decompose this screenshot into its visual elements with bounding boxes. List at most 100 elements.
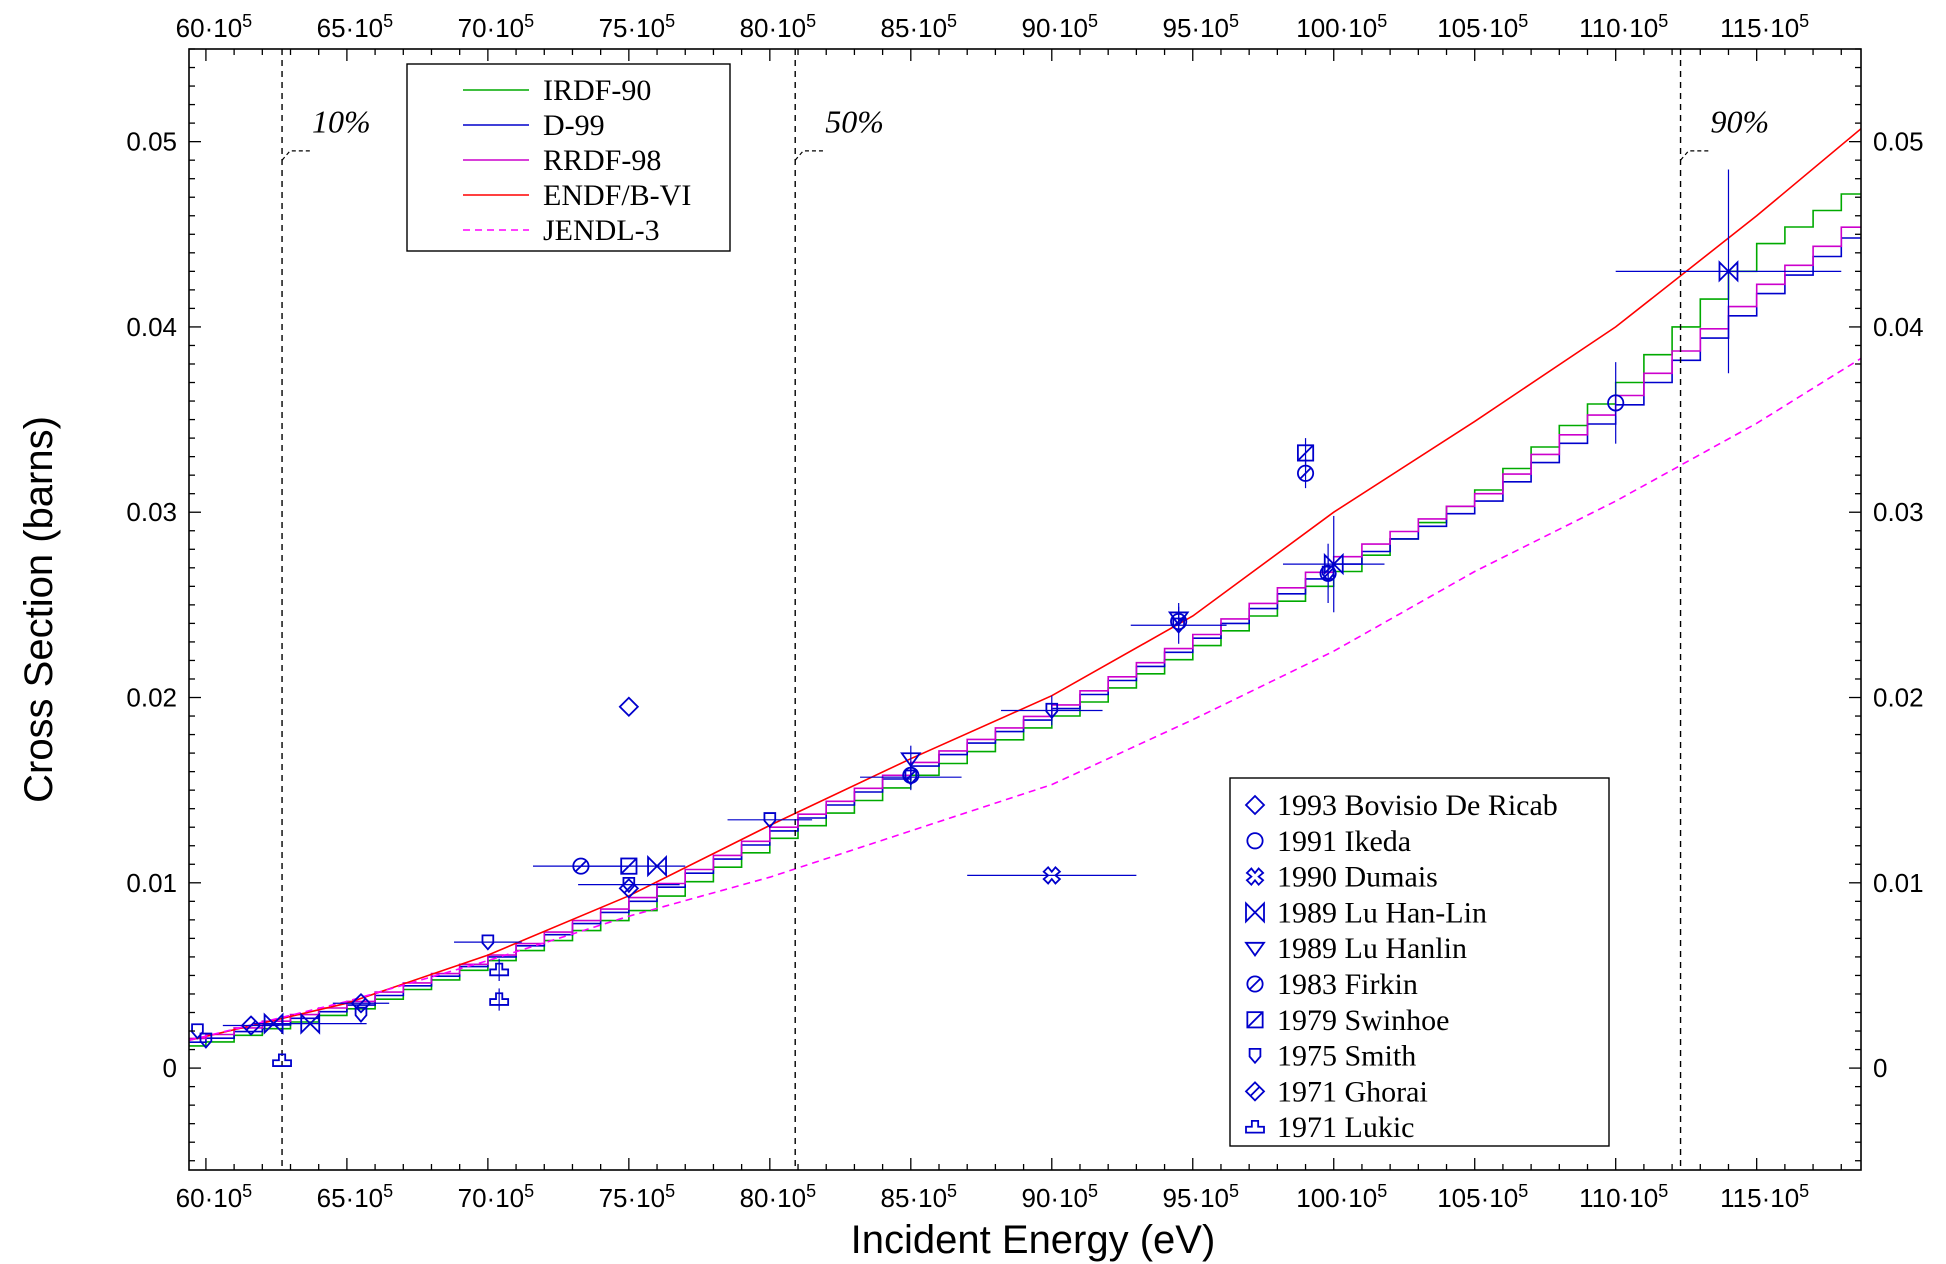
x-tick-label-bottom: 70·105 [458,1181,535,1213]
legend-point-label: 1971 Lukic [1277,1111,1414,1144]
x-tick-mantissa: 90·10 [1022,13,1089,43]
percentile-label-1: 50% [825,103,884,139]
series-endf-b-vi [189,128,1861,1042]
x-tick-label-bottom: 80·105 [740,1181,817,1213]
legend-marker-swatch [1245,867,1265,887]
data-point [572,857,686,875]
legend-marker-swatch [1248,1047,1262,1065]
x-tick-mantissa: 90·10 [1022,1183,1089,1213]
points-1971-ghorai [222,878,640,1036]
percentile-leader-2 [1680,150,1709,161]
x-tick-mantissa: 95·10 [1163,13,1230,43]
axes-layer: 60·10560·10565·10565·10570·10570·10575·1… [17,11,1924,1262]
x-tick-label-top: 115·105 [1720,11,1809,43]
x-tick-mantissa: 75·10 [599,13,666,43]
y-tick-label-right: 0 [1873,1053,1887,1083]
points-1993-bovisio-de-ricab [618,696,640,718]
series-irdf-90 [189,193,1861,1047]
x-tick-label-top: 70·105 [458,11,535,43]
legend-curve-label: IRDF-90 [543,74,651,107]
x-tick-exponent: 5 [242,11,252,31]
x-tick-label-bottom: 85·105 [881,1181,958,1213]
percentile-leader-0 [281,150,311,161]
legend-curve-label: RRDF-98 [543,144,661,177]
y-tick-label-left: 0.03 [126,497,177,527]
x-tick-exponent: 5 [1518,11,1528,31]
x-tick-exponent: 5 [1799,1181,1809,1201]
y-tick-label-right: 0.04 [1873,312,1924,342]
x-tick-label-top: 80·105 [740,11,817,43]
legend-marker-swatch [1244,1081,1266,1102]
data-point [253,1012,367,1035]
plot-frame [188,48,1862,1171]
legend-curve-label: JENDL-3 [543,214,660,247]
y-tick-label-left: 0 [163,1053,177,1083]
x-tick-label-top: 110·105 [1579,11,1668,43]
data-point [1001,695,1103,726]
legend-point-label: 1989 Lu Han-Lin [1277,896,1487,929]
points-1979-swinhoe [572,438,1315,875]
data-point [272,1053,292,1067]
points-1990-dumais [967,865,1137,885]
x-tick-mantissa: 70·10 [458,1183,525,1213]
x-tick-mantissa: 110·10 [1579,1183,1658,1213]
data-point [454,934,522,951]
x-tick-exponent: 5 [665,11,675,31]
data-point [263,1012,284,1035]
series-layer [189,128,1861,1047]
y-tick-label-right: 0.03 [1873,497,1924,527]
x-tick-label-bottom: 90·105 [1022,1181,1099,1213]
x-tick-exponent: 5 [1658,1181,1668,1201]
legend-marker-swatch [1245,1120,1265,1134]
x-tick-exponent: 5 [242,1181,252,1201]
legend-points-box [1229,777,1610,1147]
x-tick-mantissa: 65·10 [317,13,384,43]
data-point [489,958,510,982]
x-tick-exponent: 5 [1229,11,1239,31]
x-axis-title: Incident Energy (eV) [851,1218,1216,1262]
x-tick-exponent: 5 [947,1181,957,1201]
percentile-layer: 10% 50% 90% [281,49,1770,1170]
legend-curves-box [406,63,731,252]
x-tick-mantissa: 80·10 [740,1183,807,1213]
legend-point-label: 1971 Ghorai [1277,1075,1428,1108]
x-tick-mantissa: 105·10 [1437,13,1518,43]
x-tick-label-bottom: 100·105 [1296,1181,1387,1213]
x-tick-label-top: 60·105 [176,11,253,43]
legend-marker-swatch [1245,901,1265,924]
y-tick-label-right: 0.01 [1873,868,1924,898]
x-tick-mantissa: 105·10 [1437,1183,1518,1213]
x-tick-exponent: 5 [383,1181,393,1201]
x-tick-mantissa: 75·10 [599,1183,666,1213]
legend-marker-swatch [1246,832,1264,850]
x-tick-label-top: 100·105 [1296,11,1387,43]
x-tick-mantissa: 85·10 [881,1183,948,1213]
legend-marker-swatch [1244,794,1266,816]
x-tick-exponent: 5 [524,1181,534,1201]
data-point [1607,362,1625,444]
legend-marker-swatch [1246,975,1264,993]
legend-point-label: 1990 Dumais [1277,861,1438,894]
x-tick-mantissa: 100·10 [1296,13,1377,43]
x-tick-exponent: 5 [806,11,816,31]
y-tick-label-left: 0.05 [126,127,177,157]
percentile-leader-1 [794,150,824,161]
x-tick-label-bottom: 105·105 [1437,1181,1528,1213]
series-rrdf-98 [189,226,1861,1040]
data-point [1296,438,1315,468]
x-tick-exponent: 5 [806,1181,816,1201]
percentile-label-2: 90% [1711,103,1770,139]
legend-point-label: 1979 Swinhoe [1277,1004,1450,1037]
data-point [489,988,510,1011]
x-tick-mantissa: 115·10 [1720,1183,1799,1213]
x-tick-mantissa: 70·10 [458,13,525,43]
x-tick-exponent: 5 [1088,11,1098,31]
legend-point-label: 1983 Firkin [1277,968,1418,1001]
legend-marker-swatch [1246,1011,1264,1029]
x-tick-label-bottom: 110·105 [1579,1181,1668,1213]
x-tick-label-bottom: 60·105 [176,1181,253,1213]
x-tick-mantissa: 95·10 [1163,1183,1230,1213]
legend-point-label: 1975 Smith [1277,1040,1416,1073]
